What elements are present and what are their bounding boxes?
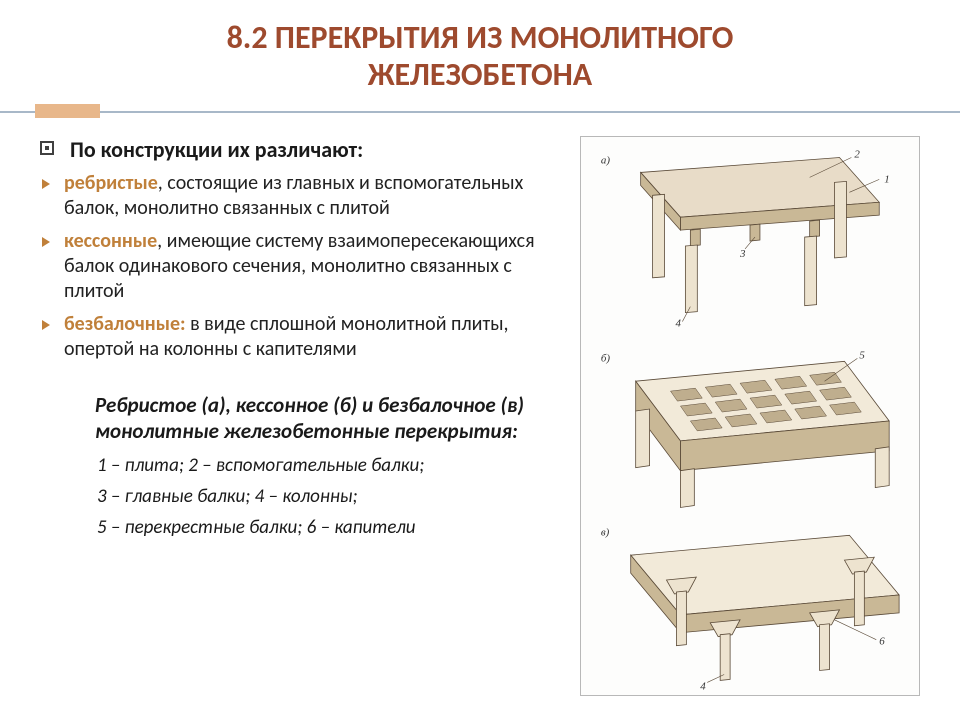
panel-label-v: в)	[601, 526, 610, 538]
legend-line: 3 – главные балки; 4 – колонны;	[95, 485, 535, 508]
legend-line: 1 – плита; 2 – вспомогательные балки;	[95, 454, 535, 477]
list-item: кессонные, имеющие систему взаимопересек…	[40, 229, 570, 304]
structural-diagram-svg: а) 2 1	[581, 137, 919, 695]
lead-text: По конструкции их различают:	[70, 136, 363, 163]
horizontal-rule	[0, 111, 960, 113]
accent-rule	[40, 104, 920, 118]
callout: 3	[739, 248, 746, 260]
slide-title: 8.2 ПЕРЕКРЫТИЯ ИЗ МОНОЛИТНОГО ЖЕЛЕЗОБЕТО…	[40, 20, 920, 94]
item-term: ребристые	[64, 171, 158, 195]
item-text: безбалочные: в виде сплошной монолитной …	[64, 312, 570, 362]
figure-diagram: а) 2 1	[580, 136, 920, 696]
capital-column	[810, 609, 840, 670]
item-term: безбалочные:	[64, 312, 186, 336]
arrow-bullet-icon	[42, 320, 50, 330]
arrow-bullet-icon	[42, 179, 50, 189]
callout: 4	[700, 680, 706, 692]
legend-line: 5 – перекрестные балки; 6 – капители	[95, 516, 535, 539]
caption-title: Ребристое (а), кессонное (б) и безбалочн…	[95, 392, 535, 445]
callout: 4	[675, 317, 681, 329]
figure-caption: Ребристое (а), кессонное (б) и безбалочн…	[95, 392, 535, 540]
capital-column	[710, 619, 740, 680]
figure-column: а) 2 1	[580, 136, 920, 696]
callout: 5	[859, 349, 865, 361]
arrow-bullet-icon	[42, 237, 50, 247]
accent-block	[35, 104, 100, 118]
panel-label-b: б)	[601, 352, 610, 364]
panel-label-a: а)	[601, 154, 610, 166]
item-text: ребристые, состоящие из главных и вспомо…	[64, 171, 570, 221]
lead-bullet-item: По конструкции их различают:	[40, 136, 570, 163]
callout: 1	[884, 173, 889, 185]
list-item: безбалочные: в виде сплошной монолитной …	[40, 312, 570, 362]
square-bullet-icon	[40, 141, 54, 155]
item-term: кессонные	[64, 229, 157, 253]
callout: 2	[854, 148, 860, 160]
callout: 6	[879, 635, 885, 647]
text-column: По конструкции их различают: ребристые, …	[40, 136, 580, 696]
item-text: кессонные, имеющие систему взаимопересек…	[64, 229, 570, 304]
title-line-1: 8.2 ПЕРЕКРЫТИЯ ИЗ МОНОЛИТНОГО	[227, 18, 734, 57]
title-line-2: ЖЕЛЕЗОБЕТОНА	[368, 55, 592, 94]
list-item: ребристые, состоящие из главных и вспомо…	[40, 171, 570, 221]
